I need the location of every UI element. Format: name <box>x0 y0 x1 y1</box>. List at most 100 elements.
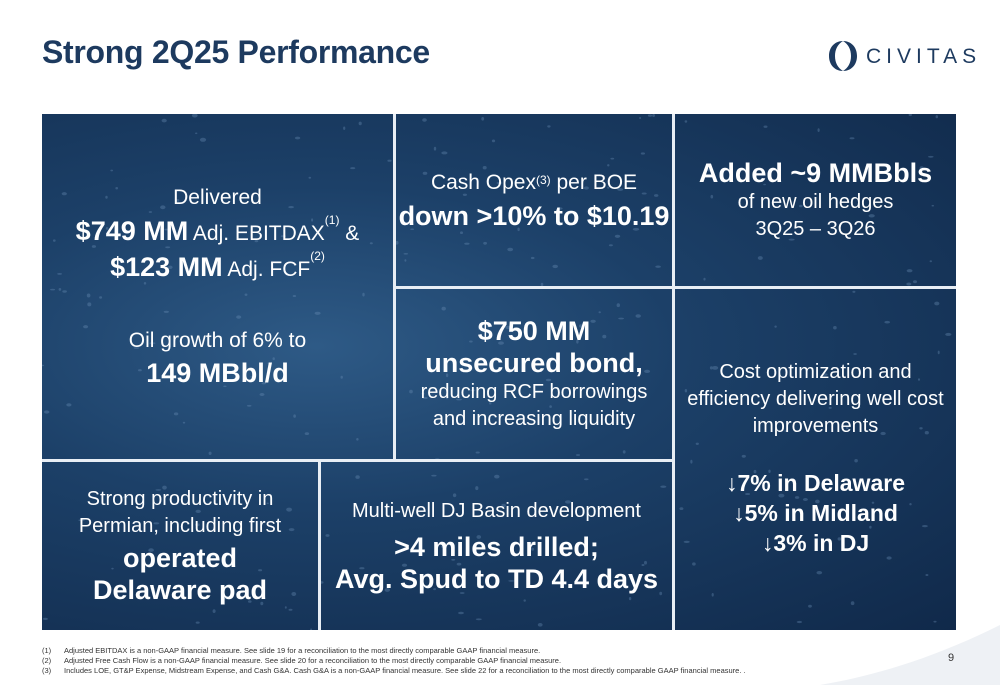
background-dot <box>584 478 589 481</box>
background-dot <box>149 342 156 345</box>
background-dot <box>833 326 837 330</box>
background-dot <box>712 366 719 370</box>
background-dot <box>78 519 85 522</box>
background-dot <box>433 146 437 151</box>
background-dot <box>695 442 699 445</box>
dj-text: Multi-well DJ Basin development <box>351 499 641 522</box>
background-dot <box>816 571 823 575</box>
background-dot <box>57 273 62 275</box>
background-dot <box>945 332 952 336</box>
background-dot <box>308 176 312 179</box>
background-dot <box>149 272 154 277</box>
background-dot <box>690 459 693 464</box>
background-dot <box>800 422 803 426</box>
civitas-logo: CIVITAS <box>826 38 976 74</box>
background-dot <box>133 347 140 349</box>
background-dot <box>552 264 558 269</box>
background-dot <box>853 353 857 355</box>
cash-opex-label: Cash Opex(3) per BOE <box>431 169 637 196</box>
background-dot <box>163 310 169 313</box>
background-dot <box>293 414 296 418</box>
background-dot <box>778 493 785 498</box>
background-dot <box>530 541 536 544</box>
background-dot <box>849 137 855 140</box>
oil-volume-value: 149 MBbl/d <box>146 358 289 388</box>
background-dot <box>369 242 373 245</box>
background-dot <box>359 567 365 570</box>
background-dot <box>304 432 310 435</box>
background-dot <box>639 117 642 119</box>
background-dot <box>58 288 62 291</box>
background-dot <box>292 295 297 297</box>
background-dot <box>244 293 248 296</box>
background-dot <box>622 450 626 454</box>
background-dot <box>294 136 301 140</box>
background-dot <box>176 199 180 202</box>
background-dot <box>683 540 690 543</box>
background-dot <box>763 183 766 186</box>
background-dot <box>794 496 800 499</box>
background-dot <box>362 292 365 297</box>
background-dot <box>579 324 583 328</box>
background-dot <box>167 265 173 269</box>
background-dot <box>660 485 667 488</box>
civitas-logo-mark-icon <box>829 41 857 71</box>
background-dot <box>647 114 653 117</box>
background-dot <box>566 210 572 215</box>
background-dot <box>462 193 467 196</box>
background-dot <box>266 502 269 505</box>
background-dot <box>111 567 114 570</box>
background-dot <box>387 159 392 162</box>
fcf-value: $123 MM <box>110 252 223 282</box>
background-dot <box>259 393 265 396</box>
background-dot <box>496 181 503 185</box>
ebitdax-value: $749 MM <box>75 216 189 246</box>
background-dot <box>711 593 714 597</box>
background-dot <box>919 166 924 170</box>
dj-headline-1: >4 miles drilled; <box>394 531 599 562</box>
background-dot <box>607 186 610 189</box>
cash-opex-text: Cash Opex <box>430 170 536 194</box>
footnote: (1) Adjusted EBITDAX is a non-GAAP financ… <box>42 646 746 656</box>
background-dot <box>173 412 179 416</box>
background-dot <box>422 171 428 175</box>
bond-cell: $750 MM unsecured bond, reducing RCF bor… <box>396 289 672 459</box>
background-dot <box>127 222 134 225</box>
background-dot <box>44 410 50 414</box>
background-dot <box>640 152 646 155</box>
background-dot <box>459 592 465 594</box>
background-dot <box>483 241 487 245</box>
background-dot <box>211 269 214 273</box>
background-dot <box>545 378 552 382</box>
background-dot <box>799 204 803 208</box>
background-dot <box>501 503 506 508</box>
background-dot <box>261 382 267 385</box>
dj-basin-cell: Multi-well DJ Basin development >4 miles… <box>321 462 672 630</box>
background-dot <box>616 303 620 308</box>
background-dot <box>458 611 464 615</box>
background-dot <box>138 369 142 372</box>
dot-pattern-background <box>42 114 952 630</box>
per-boe-text: per BOE <box>550 170 638 194</box>
background-dot <box>906 269 913 273</box>
background-dot <box>494 474 500 479</box>
background-dot <box>191 114 198 118</box>
background-dot <box>475 618 482 621</box>
background-dot <box>223 595 229 600</box>
background-dot <box>456 562 462 566</box>
ebitdax-line: $749 MM Adj. EBITDAX(1) & <box>75 213 360 247</box>
background-dot <box>530 547 535 551</box>
background-dot <box>475 486 479 491</box>
background-dot <box>195 132 198 135</box>
background-dot <box>115 187 118 190</box>
background-dot <box>635 314 641 318</box>
background-dot <box>884 320 890 324</box>
background-dot <box>272 357 275 361</box>
background-dot <box>815 499 820 504</box>
background-dot <box>469 340 473 343</box>
divider <box>42 459 675 462</box>
background-dot <box>808 604 812 608</box>
background-dot <box>143 282 147 285</box>
background-dot <box>210 554 215 557</box>
background-dot <box>871 501 875 504</box>
